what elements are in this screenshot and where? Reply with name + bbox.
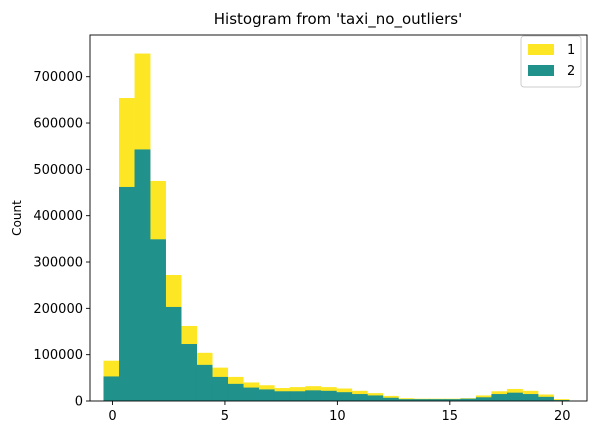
bar-series-2-bin-24 [475, 397, 492, 401]
bar-series-2-bin-27 [522, 394, 539, 401]
bar-series-2-bin-29 [553, 400, 570, 401]
y-tick-label: 700000 [33, 70, 83, 85]
bar-series-2-bin-25 [491, 394, 508, 401]
y-tick-label: 300000 [33, 256, 83, 271]
legend-label-2: 2 [567, 64, 575, 79]
bar-series-2-bin-7 [212, 376, 229, 401]
bar-series-2-bin-10 [258, 389, 275, 401]
bar-series-2-bin-9 [243, 387, 260, 401]
legend-swatch-2 [528, 65, 554, 76]
y-tick-label: 200000 [33, 302, 83, 317]
y-tick-label: 500000 [33, 163, 83, 178]
bar-series-2-bin-1 [119, 186, 135, 401]
bar-series-2-bin-20 [413, 399, 430, 401]
bar-series-2-bin-5 [181, 344, 197, 401]
bar-series-2-bin-0 [103, 376, 120, 401]
bar-series-2-bin-12 [289, 391, 306, 401]
y-tick-label: 600000 [33, 117, 83, 132]
x-tick-label: 10 [329, 409, 346, 424]
bar-series-2-bin-4 [165, 306, 182, 401]
bar-series-2-bin-6 [196, 364, 213, 401]
bar-series-2-bin-19 [398, 399, 415, 401]
bar-series-2-bin-13 [305, 390, 322, 401]
legend-swatch-1 [528, 44, 554, 55]
plot-frame [89, 34, 588, 402]
chart-title: Histogram from 'taxi_no_outliers' [214, 10, 462, 29]
bar-series-2-bin-28 [537, 396, 554, 401]
bar-series-2-bin-18 [382, 397, 399, 401]
legend-label-1: 1 [567, 43, 575, 58]
x-tick-label: 5 [221, 409, 229, 424]
y-tick-label: 400000 [33, 209, 83, 224]
x-tick-label: 0 [108, 409, 116, 424]
y-tick-label: 0 [75, 395, 83, 410]
bar-series-2-bin-3 [150, 239, 166, 401]
bars-group [103, 53, 570, 401]
bar-series-2-bin-17 [367, 395, 384, 401]
bar-series-2-bin-8 [227, 383, 244, 401]
bar-series-2-bin-23 [460, 398, 477, 401]
bar-series-2-bin-26 [506, 392, 523, 401]
bar-series-2-bin-11 [274, 391, 291, 401]
x-tick-label: 20 [554, 409, 571, 424]
bar-series-2-bin-21 [429, 399, 446, 401]
legend: 12 [520, 35, 582, 88]
bar-series-2-bin-15 [336, 392, 353, 401]
axes-group: 0 100000 200000 300000 400000 500000 600000 700… [33, 34, 588, 424]
bar-series-2-bin-14 [320, 390, 337, 401]
y-tick-label: 100000 [33, 348, 83, 363]
x-tick-label: 15 [442, 409, 459, 424]
y-axis-label: Count [10, 200, 24, 236]
bar-series-2-bin-22 [444, 399, 461, 401]
bar-series-2-bin-16 [351, 394, 368, 401]
bar-series-2-bin-2 [134, 149, 151, 401]
